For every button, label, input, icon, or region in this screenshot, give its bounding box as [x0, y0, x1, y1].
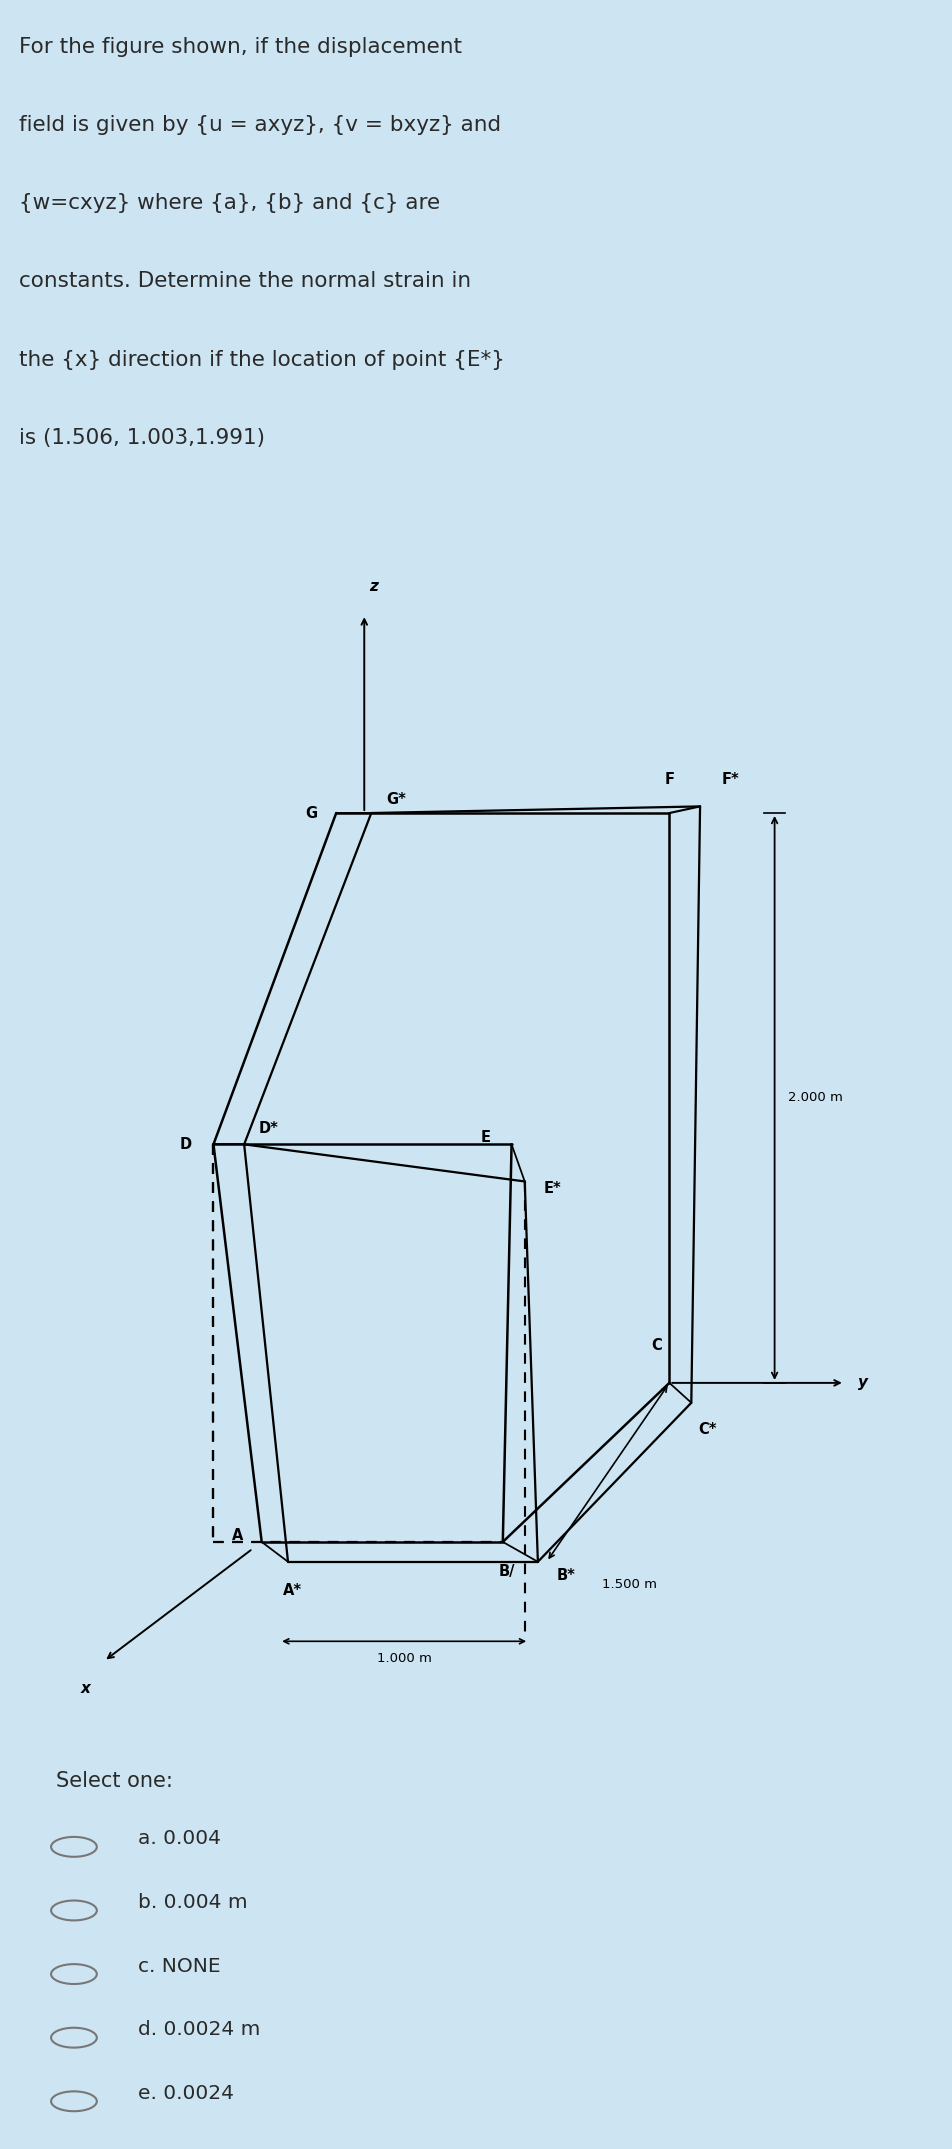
Text: {w=cxyz} where {a}, {b} and {c} are: {w=cxyz} where {a}, {b} and {c} are — [19, 193, 440, 213]
Text: is (1.506, 1.003,1.991): is (1.506, 1.003,1.991) — [19, 428, 265, 447]
Text: G: G — [306, 806, 317, 821]
Text: x: x — [81, 1681, 90, 1696]
Text: E*: E* — [544, 1180, 561, 1195]
Text: For the figure shown, if the displacement: For the figure shown, if the displacemen… — [19, 37, 462, 56]
Text: A: A — [231, 1528, 243, 1543]
Text: 2.000 m: 2.000 m — [787, 1092, 842, 1105]
Text: 1.500 m: 1.500 m — [602, 1577, 657, 1592]
Text: y: y — [857, 1375, 867, 1390]
Text: b. 0.004 m: b. 0.004 m — [138, 1893, 248, 1913]
Text: A*: A* — [283, 1584, 302, 1599]
Text: E: E — [480, 1130, 489, 1145]
Text: B/: B/ — [499, 1564, 515, 1580]
Text: G*: G* — [386, 793, 406, 808]
Text: constants. Determine the normal strain in: constants. Determine the normal strain i… — [19, 271, 470, 292]
Text: D*: D* — [259, 1122, 278, 1137]
Text: C: C — [650, 1339, 661, 1354]
Text: the {x} direction if the location of point {E*}: the {x} direction if the location of poi… — [19, 350, 505, 370]
Text: a. 0.004: a. 0.004 — [138, 1829, 221, 1848]
Text: F: F — [664, 771, 674, 787]
Text: d. 0.0024 m: d. 0.0024 m — [138, 2020, 260, 2039]
Text: 1.000 m: 1.000 m — [376, 1653, 431, 1665]
Text: e. 0.0024: e. 0.0024 — [138, 2085, 234, 2104]
Text: z: z — [368, 580, 377, 595]
Text: c. NONE: c. NONE — [138, 1956, 220, 1975]
Text: B*: B* — [556, 1567, 575, 1582]
Text: F*: F* — [721, 771, 739, 787]
Text: field is given by {u = axyz}, {v = bxyz} and: field is given by {u = axyz}, {v = bxyz}… — [19, 114, 501, 135]
Text: Select one:: Select one: — [55, 1771, 172, 1792]
Text: C*: C* — [697, 1423, 716, 1438]
Text: D: D — [179, 1137, 191, 1152]
